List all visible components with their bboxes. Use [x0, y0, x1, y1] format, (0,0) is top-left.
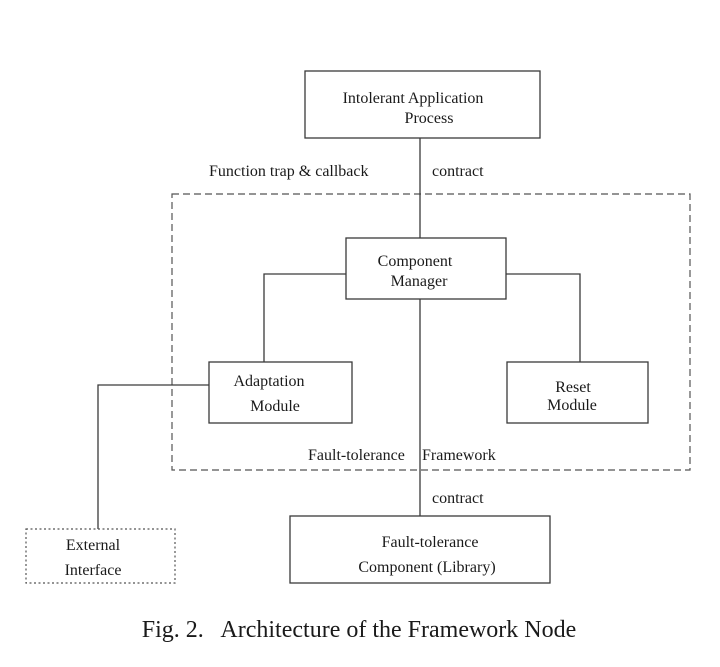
fault-tolerance-component-label-line1: Fault-tolerance: [382, 534, 479, 551]
adaptation-module-label-line2: Module: [250, 398, 300, 415]
fault-tolerance-component-label-line2: Component (Library): [358, 559, 495, 576]
external-interface-label-line1: External: [66, 537, 121, 554]
contract-label-bottom: contract: [432, 490, 484, 507]
adaptation-module-label-line1: Adaptation: [233, 373, 304, 390]
adaptation-module-box: [208, 361, 353, 424]
external-interface-label-line2: Interface: [65, 562, 122, 579]
component-manager-label-line1: Component: [378, 253, 453, 270]
fault-tolerance-component-box: [289, 515, 551, 584]
contract-label-top: contract: [432, 163, 484, 180]
framework-label-part1: Fault-tolerance: [308, 447, 405, 464]
connector-manager-to-adaptation: [263, 273, 346, 362]
reset-module-label-line2: Module: [547, 397, 597, 414]
framework-boundary: [171, 193, 691, 471]
reset-module-label-line1: Reset: [555, 379, 591, 396]
component-manager-label-line2: Manager: [391, 273, 449, 290]
reset-module-box: [506, 361, 649, 424]
intolerant-application-label-line1: Intolerant Application: [343, 90, 484, 107]
figure-caption: Fig. 2. Architecture of the Framework No…: [142, 617, 577, 643]
function-trap-label: Function trap & callback: [209, 163, 369, 180]
component-manager-box: [345, 237, 507, 300]
framework-label-part2: Framework: [422, 447, 496, 464]
connector-adaptation-to-external: [97, 384, 209, 529]
intolerant-application-box: [304, 70, 541, 139]
intolerant-application-label-line2: Process: [405, 110, 454, 127]
external-interface-box: [25, 528, 176, 584]
connector-manager-to-reset: [506, 273, 581, 362]
